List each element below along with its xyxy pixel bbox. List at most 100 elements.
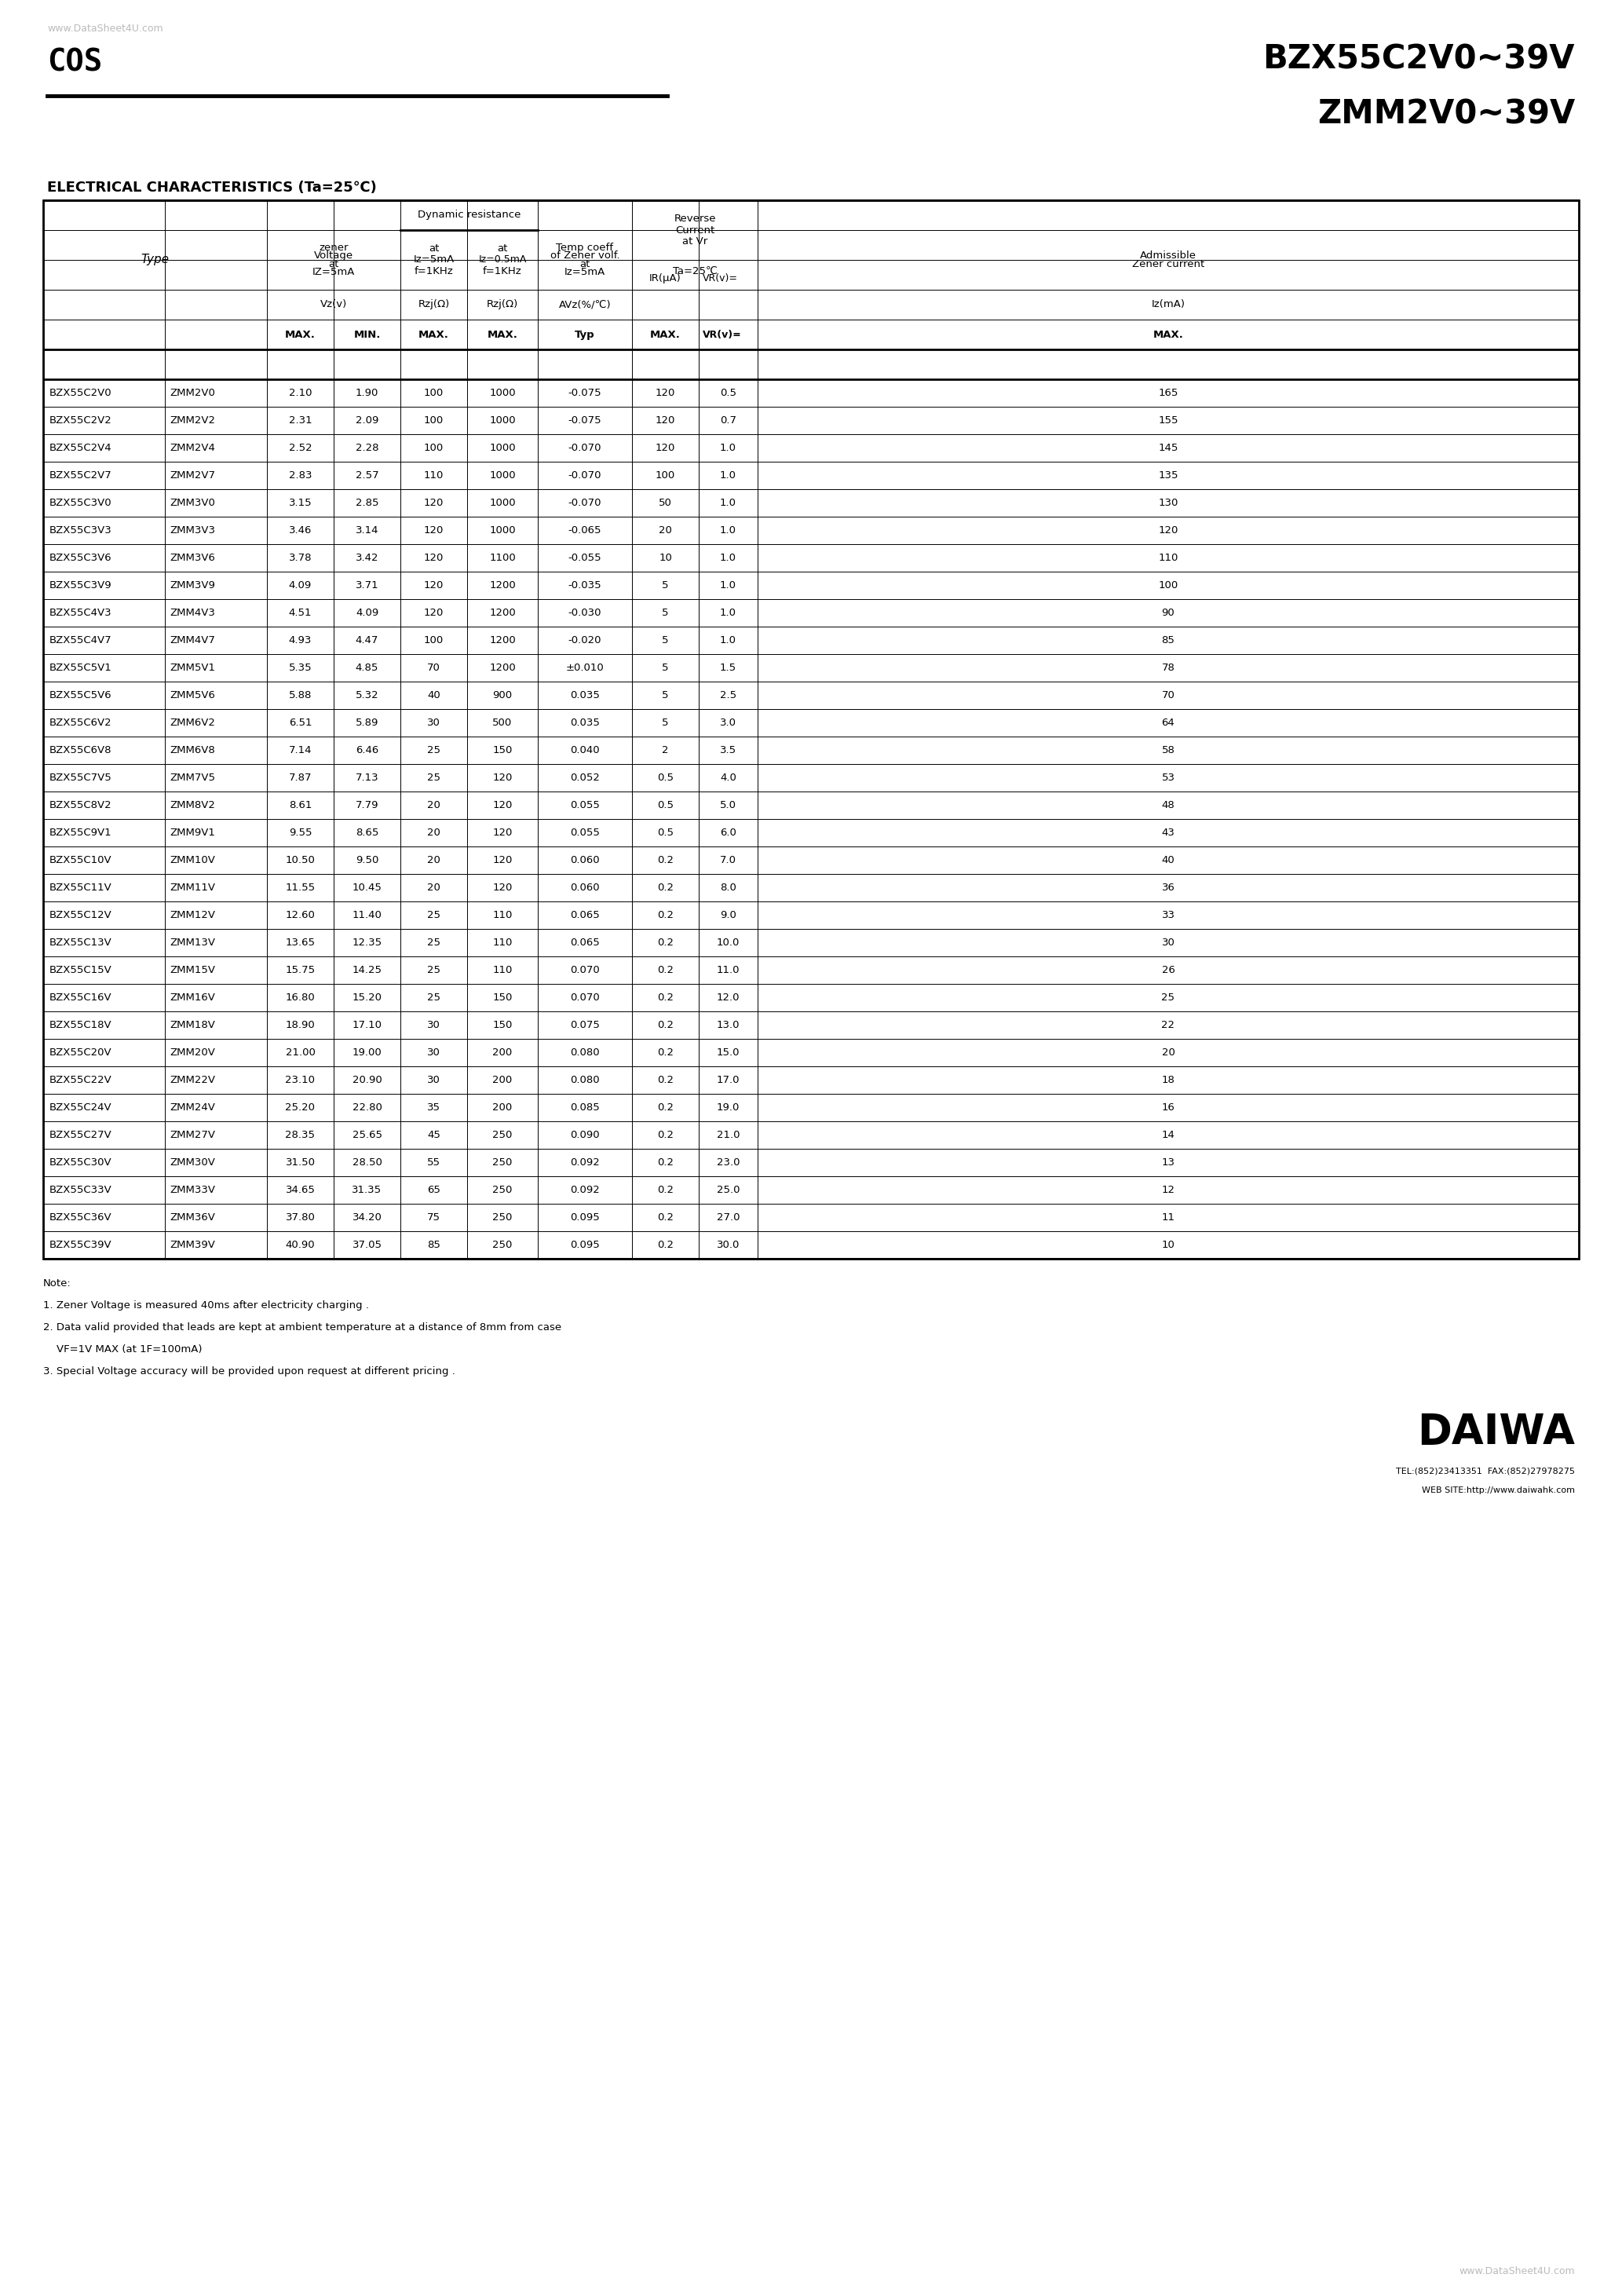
Text: ZMM33V: ZMM33V — [170, 1185, 216, 1196]
Text: 9.0: 9.0 — [720, 909, 736, 921]
Text: ±0.010: ±0.010 — [566, 664, 603, 673]
Text: Iz=5mA: Iz=5mA — [564, 266, 605, 278]
Text: 9.50: 9.50 — [355, 854, 378, 866]
Text: 25: 25 — [427, 964, 441, 976]
Text: 40: 40 — [427, 691, 440, 700]
Text: 0.070: 0.070 — [569, 992, 600, 1003]
Text: 5: 5 — [662, 636, 668, 645]
Text: 5.0: 5.0 — [720, 799, 736, 810]
Text: 3.0: 3.0 — [720, 719, 736, 728]
Text: 9.55: 9.55 — [289, 827, 311, 838]
Text: 5: 5 — [662, 608, 668, 618]
Text: BZX55C30V: BZX55C30V — [49, 1157, 112, 1169]
Text: 2.85: 2.85 — [355, 498, 378, 507]
Text: 7.14: 7.14 — [289, 746, 311, 755]
Text: f=1KHz: f=1KHz — [483, 266, 522, 276]
Text: 48: 48 — [1161, 799, 1174, 810]
Text: 0.2: 0.2 — [657, 1075, 673, 1086]
Text: 0.2: 0.2 — [657, 1157, 673, 1169]
Text: 120: 120 — [493, 882, 513, 893]
Text: 4.47: 4.47 — [355, 636, 378, 645]
Text: 100: 100 — [423, 636, 444, 645]
Text: 13: 13 — [1161, 1157, 1174, 1169]
Text: 0.095: 0.095 — [569, 1240, 600, 1249]
Text: Current: Current — [675, 225, 715, 234]
Text: 70: 70 — [427, 664, 441, 673]
Text: 0.080: 0.080 — [569, 1047, 600, 1058]
Text: 5: 5 — [662, 581, 668, 590]
Text: BZX55C2V4: BZX55C2V4 — [49, 443, 112, 452]
Text: 85: 85 — [1161, 636, 1174, 645]
Text: VR(v)=: VR(v)= — [702, 273, 738, 282]
Text: ELECTRICAL CHARACTERISTICS (Ta=25℃): ELECTRICAL CHARACTERISTICS (Ta=25℃) — [47, 181, 376, 195]
Text: 34.20: 34.20 — [352, 1212, 381, 1221]
Text: 20: 20 — [427, 882, 441, 893]
Text: 22.80: 22.80 — [352, 1102, 381, 1114]
Text: 5: 5 — [662, 691, 668, 700]
Text: at: at — [579, 259, 590, 269]
Text: 25: 25 — [427, 746, 441, 755]
Text: ZMM7V5: ZMM7V5 — [170, 774, 216, 783]
Text: 1. Zener Voltage is measured 40ms after electricity charging .: 1. Zener Voltage is measured 40ms after … — [44, 1300, 368, 1311]
Text: 2. Data valid provided that leads are kept at ambient temperature at a distance : 2. Data valid provided that leads are ke… — [44, 1322, 561, 1332]
Text: 120: 120 — [493, 827, 513, 838]
Text: 1.0: 1.0 — [720, 553, 736, 563]
Text: 200: 200 — [493, 1102, 513, 1114]
Text: at: at — [328, 259, 339, 269]
Text: 30: 30 — [427, 1019, 441, 1031]
Text: 31.50: 31.50 — [285, 1157, 315, 1169]
Text: -0.065: -0.065 — [568, 526, 602, 535]
Text: 150: 150 — [493, 746, 513, 755]
Text: 7.0: 7.0 — [720, 854, 736, 866]
Text: BZX55C18V: BZX55C18V — [49, 1019, 112, 1031]
Text: 1000: 1000 — [490, 388, 516, 397]
Text: 100: 100 — [423, 388, 444, 397]
Text: 2: 2 — [662, 746, 668, 755]
Text: 17.0: 17.0 — [717, 1075, 740, 1086]
Text: at Vr: at Vr — [683, 236, 707, 246]
Text: 1000: 1000 — [490, 471, 516, 480]
Text: 10.50: 10.50 — [285, 854, 315, 866]
Text: 500: 500 — [493, 719, 513, 728]
Text: 53: 53 — [1161, 774, 1174, 783]
Text: 12: 12 — [1161, 1185, 1174, 1196]
Text: Dynamic resistance: Dynamic resistance — [417, 209, 521, 220]
Text: 21.0: 21.0 — [717, 1130, 740, 1141]
Text: 28.50: 28.50 — [352, 1157, 381, 1169]
Text: 14.25: 14.25 — [352, 964, 381, 976]
Text: Reverse: Reverse — [673, 214, 715, 223]
Text: 5.32: 5.32 — [355, 691, 378, 700]
Text: 8.61: 8.61 — [289, 799, 311, 810]
Text: BZX55C9V1: BZX55C9V1 — [49, 827, 112, 838]
Text: Rzj(Ω): Rzj(Ω) — [418, 298, 449, 310]
Text: 64: 64 — [1161, 719, 1174, 728]
Text: -0.030: -0.030 — [568, 608, 602, 618]
Text: 11.40: 11.40 — [352, 909, 381, 921]
Text: 0.2: 0.2 — [657, 1019, 673, 1031]
Text: ZMM2V4: ZMM2V4 — [170, 443, 216, 452]
Text: MAX.: MAX. — [650, 328, 681, 340]
Text: 0.065: 0.065 — [569, 909, 600, 921]
Text: 28.35: 28.35 — [285, 1130, 315, 1141]
Text: 25: 25 — [1161, 992, 1174, 1003]
Bar — [44, 200, 1578, 1258]
Text: 12.60: 12.60 — [285, 909, 315, 921]
Text: 120: 120 — [423, 553, 444, 563]
Text: 120: 120 — [655, 443, 675, 452]
Text: ZMM24V: ZMM24V — [170, 1102, 216, 1114]
Text: ZMM12V: ZMM12V — [170, 909, 216, 921]
Text: Iz=0.5mA: Iz=0.5mA — [478, 255, 527, 264]
Text: ZMM2V2: ZMM2V2 — [170, 416, 216, 425]
Text: 120: 120 — [493, 854, 513, 866]
Text: 25.65: 25.65 — [352, 1130, 381, 1141]
Text: 3.5: 3.5 — [720, 746, 736, 755]
Text: 5.88: 5.88 — [289, 691, 311, 700]
Text: 0.2: 0.2 — [657, 909, 673, 921]
Text: BZX55C3V9: BZX55C3V9 — [49, 581, 112, 590]
Text: 0.035: 0.035 — [569, 719, 600, 728]
Text: 2.09: 2.09 — [355, 416, 378, 425]
Text: 40.90: 40.90 — [285, 1240, 315, 1249]
Text: 150: 150 — [493, 992, 513, 1003]
Text: 20.90: 20.90 — [352, 1075, 381, 1086]
Text: ZMM3V3: ZMM3V3 — [170, 526, 216, 535]
